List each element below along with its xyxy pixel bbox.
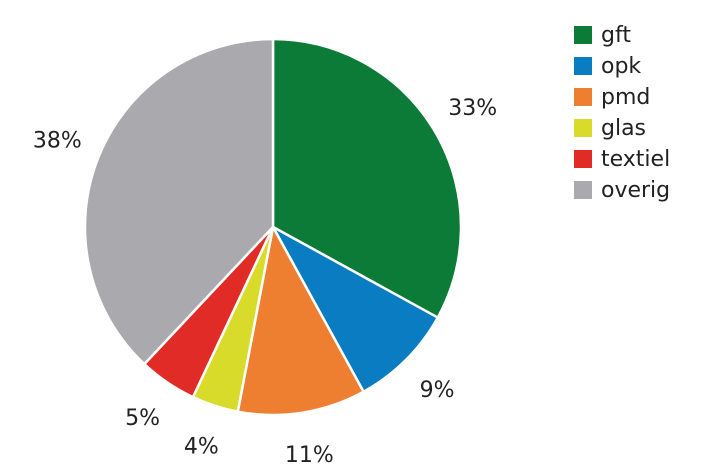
legend-label: overig — [601, 178, 670, 203]
legend-swatch — [574, 119, 592, 137]
legend-label: gft — [601, 23, 631, 48]
legend-swatch — [574, 181, 592, 199]
legend-swatch — [574, 88, 592, 106]
pie-slice — [269, 223, 440, 394]
legend-swatch — [574, 57, 592, 75]
legend-label: pmd — [601, 85, 650, 110]
slice-label: 4% — [184, 435, 219, 460]
legend-swatch — [574, 150, 592, 168]
slice-label: 38% — [33, 129, 82, 154]
pie-slice — [83, 37, 275, 366]
legend-label: textiel — [601, 147, 670, 172]
pie-slice — [271, 37, 463, 320]
slice-label: 11% — [285, 443, 334, 467]
slice-label: 5% — [125, 406, 160, 431]
legend-swatch — [574, 26, 592, 44]
slice-label: 9% — [420, 378, 455, 403]
legend-label: glas — [601, 116, 646, 141]
legend-label: opk — [601, 54, 641, 79]
pie-slice — [236, 223, 366, 417]
slice-label: 33% — [448, 96, 497, 121]
